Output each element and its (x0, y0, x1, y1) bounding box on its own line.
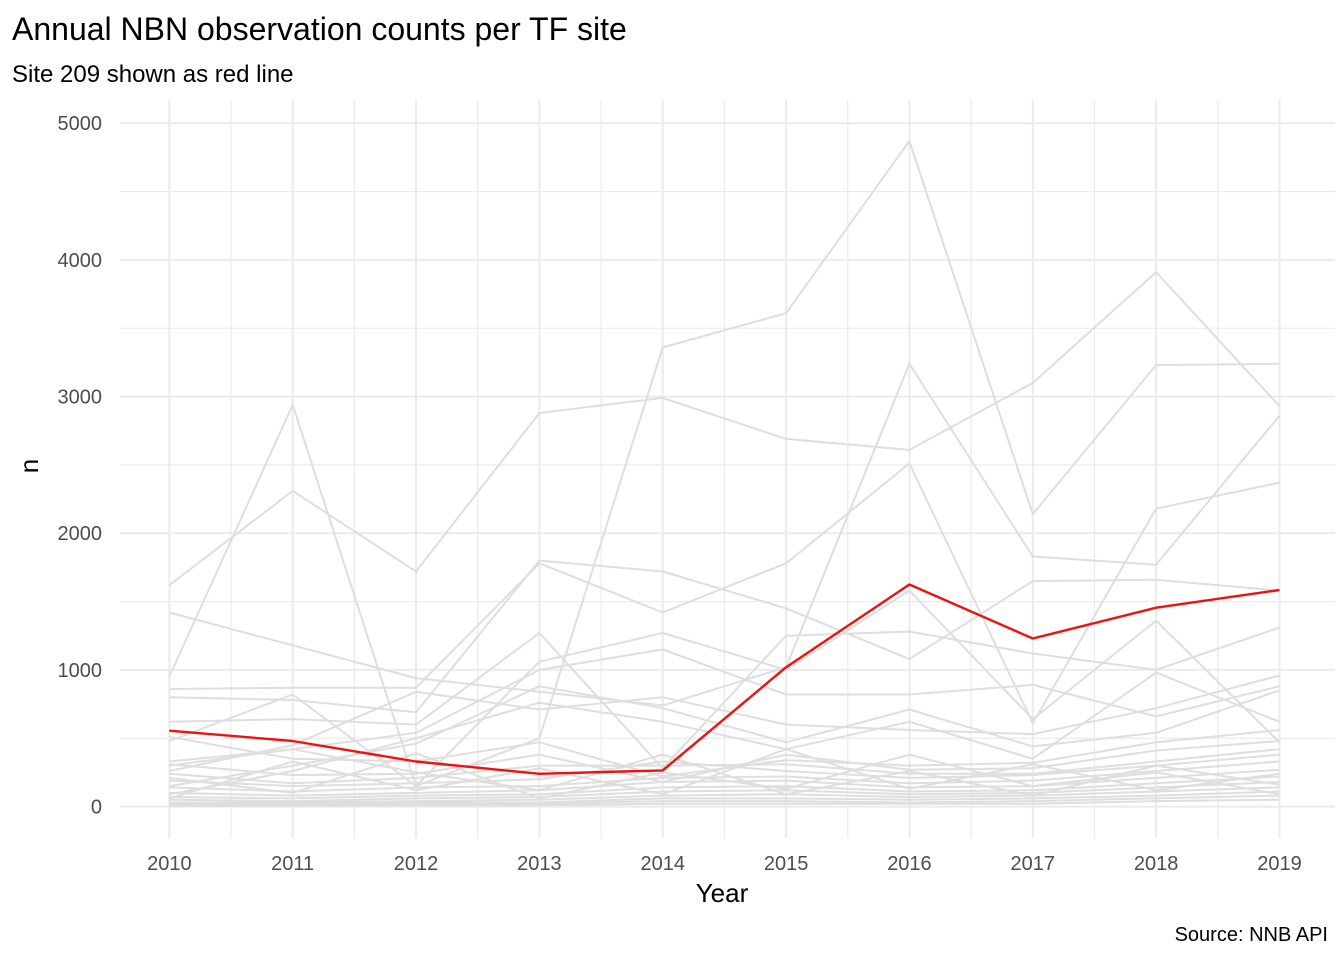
x-tick-label: 2010 (147, 853, 192, 875)
x-tick-label: 2012 (394, 853, 439, 875)
highlight-layer (169, 583, 1280, 775)
site-line (168, 140, 1280, 788)
site-line (169, 794, 1280, 807)
x-tick-labels: 2010 2011 2012 2013 2014 2015 2016 2017 2018 2019 (147, 853, 1302, 875)
site-line (169, 760, 1280, 793)
site-line (169, 674, 1280, 772)
site-line (169, 753, 1280, 788)
site-line (169, 362, 1281, 707)
chart-caption: Source: NNB API (1175, 924, 1328, 946)
grid (120, 100, 1335, 838)
site-line (169, 462, 1280, 725)
y-tick-labels: 0 1000 2000 3000 4000 5000 (58, 113, 103, 818)
site-line (169, 786, 1280, 804)
y-tick-label: 0 (91, 797, 102, 819)
x-tick-label: 2011 (271, 853, 314, 875)
site-line (169, 781, 1280, 803)
chart-subtitle: Site 209 shown as red line (12, 61, 294, 88)
y-tick-label: 2000 (58, 523, 103, 545)
site-line (169, 790, 1280, 805)
x-tick-label: 2019 (1257, 853, 1302, 875)
site-line (169, 671, 1280, 796)
series-layer (168, 140, 1281, 807)
site-line (169, 626, 1280, 770)
y-axis-title: n (14, 459, 44, 473)
site-line (169, 748, 1280, 797)
y-tick-label: 4000 (58, 250, 103, 272)
chart-title: Annual NBN observation counts per TF sit… (12, 11, 627, 47)
y-tick-label: 5000 (58, 113, 103, 135)
x-tick-label: 2014 (640, 853, 685, 875)
x-tick-label: 2017 (1011, 853, 1056, 875)
site-line (169, 775, 1280, 800)
y-tick-label: 1000 (58, 660, 103, 682)
site-line (169, 798, 1280, 807)
site-line (169, 752, 1280, 800)
site-line (169, 648, 1280, 763)
x-axis-title: Year (696, 878, 749, 908)
x-tick-label: 2018 (1134, 853, 1179, 875)
x-tick-label: 2013 (517, 853, 562, 875)
highlight-line (169, 583, 1280, 775)
site-line (168, 271, 1281, 586)
site-line (169, 748, 1280, 800)
site-line (169, 559, 1280, 714)
site-line (169, 748, 1280, 785)
site-line (169, 740, 1280, 783)
x-tick-label: 2015 (764, 853, 809, 875)
y-tick-label: 3000 (58, 387, 103, 409)
x-tick-label: 2016 (887, 853, 932, 875)
